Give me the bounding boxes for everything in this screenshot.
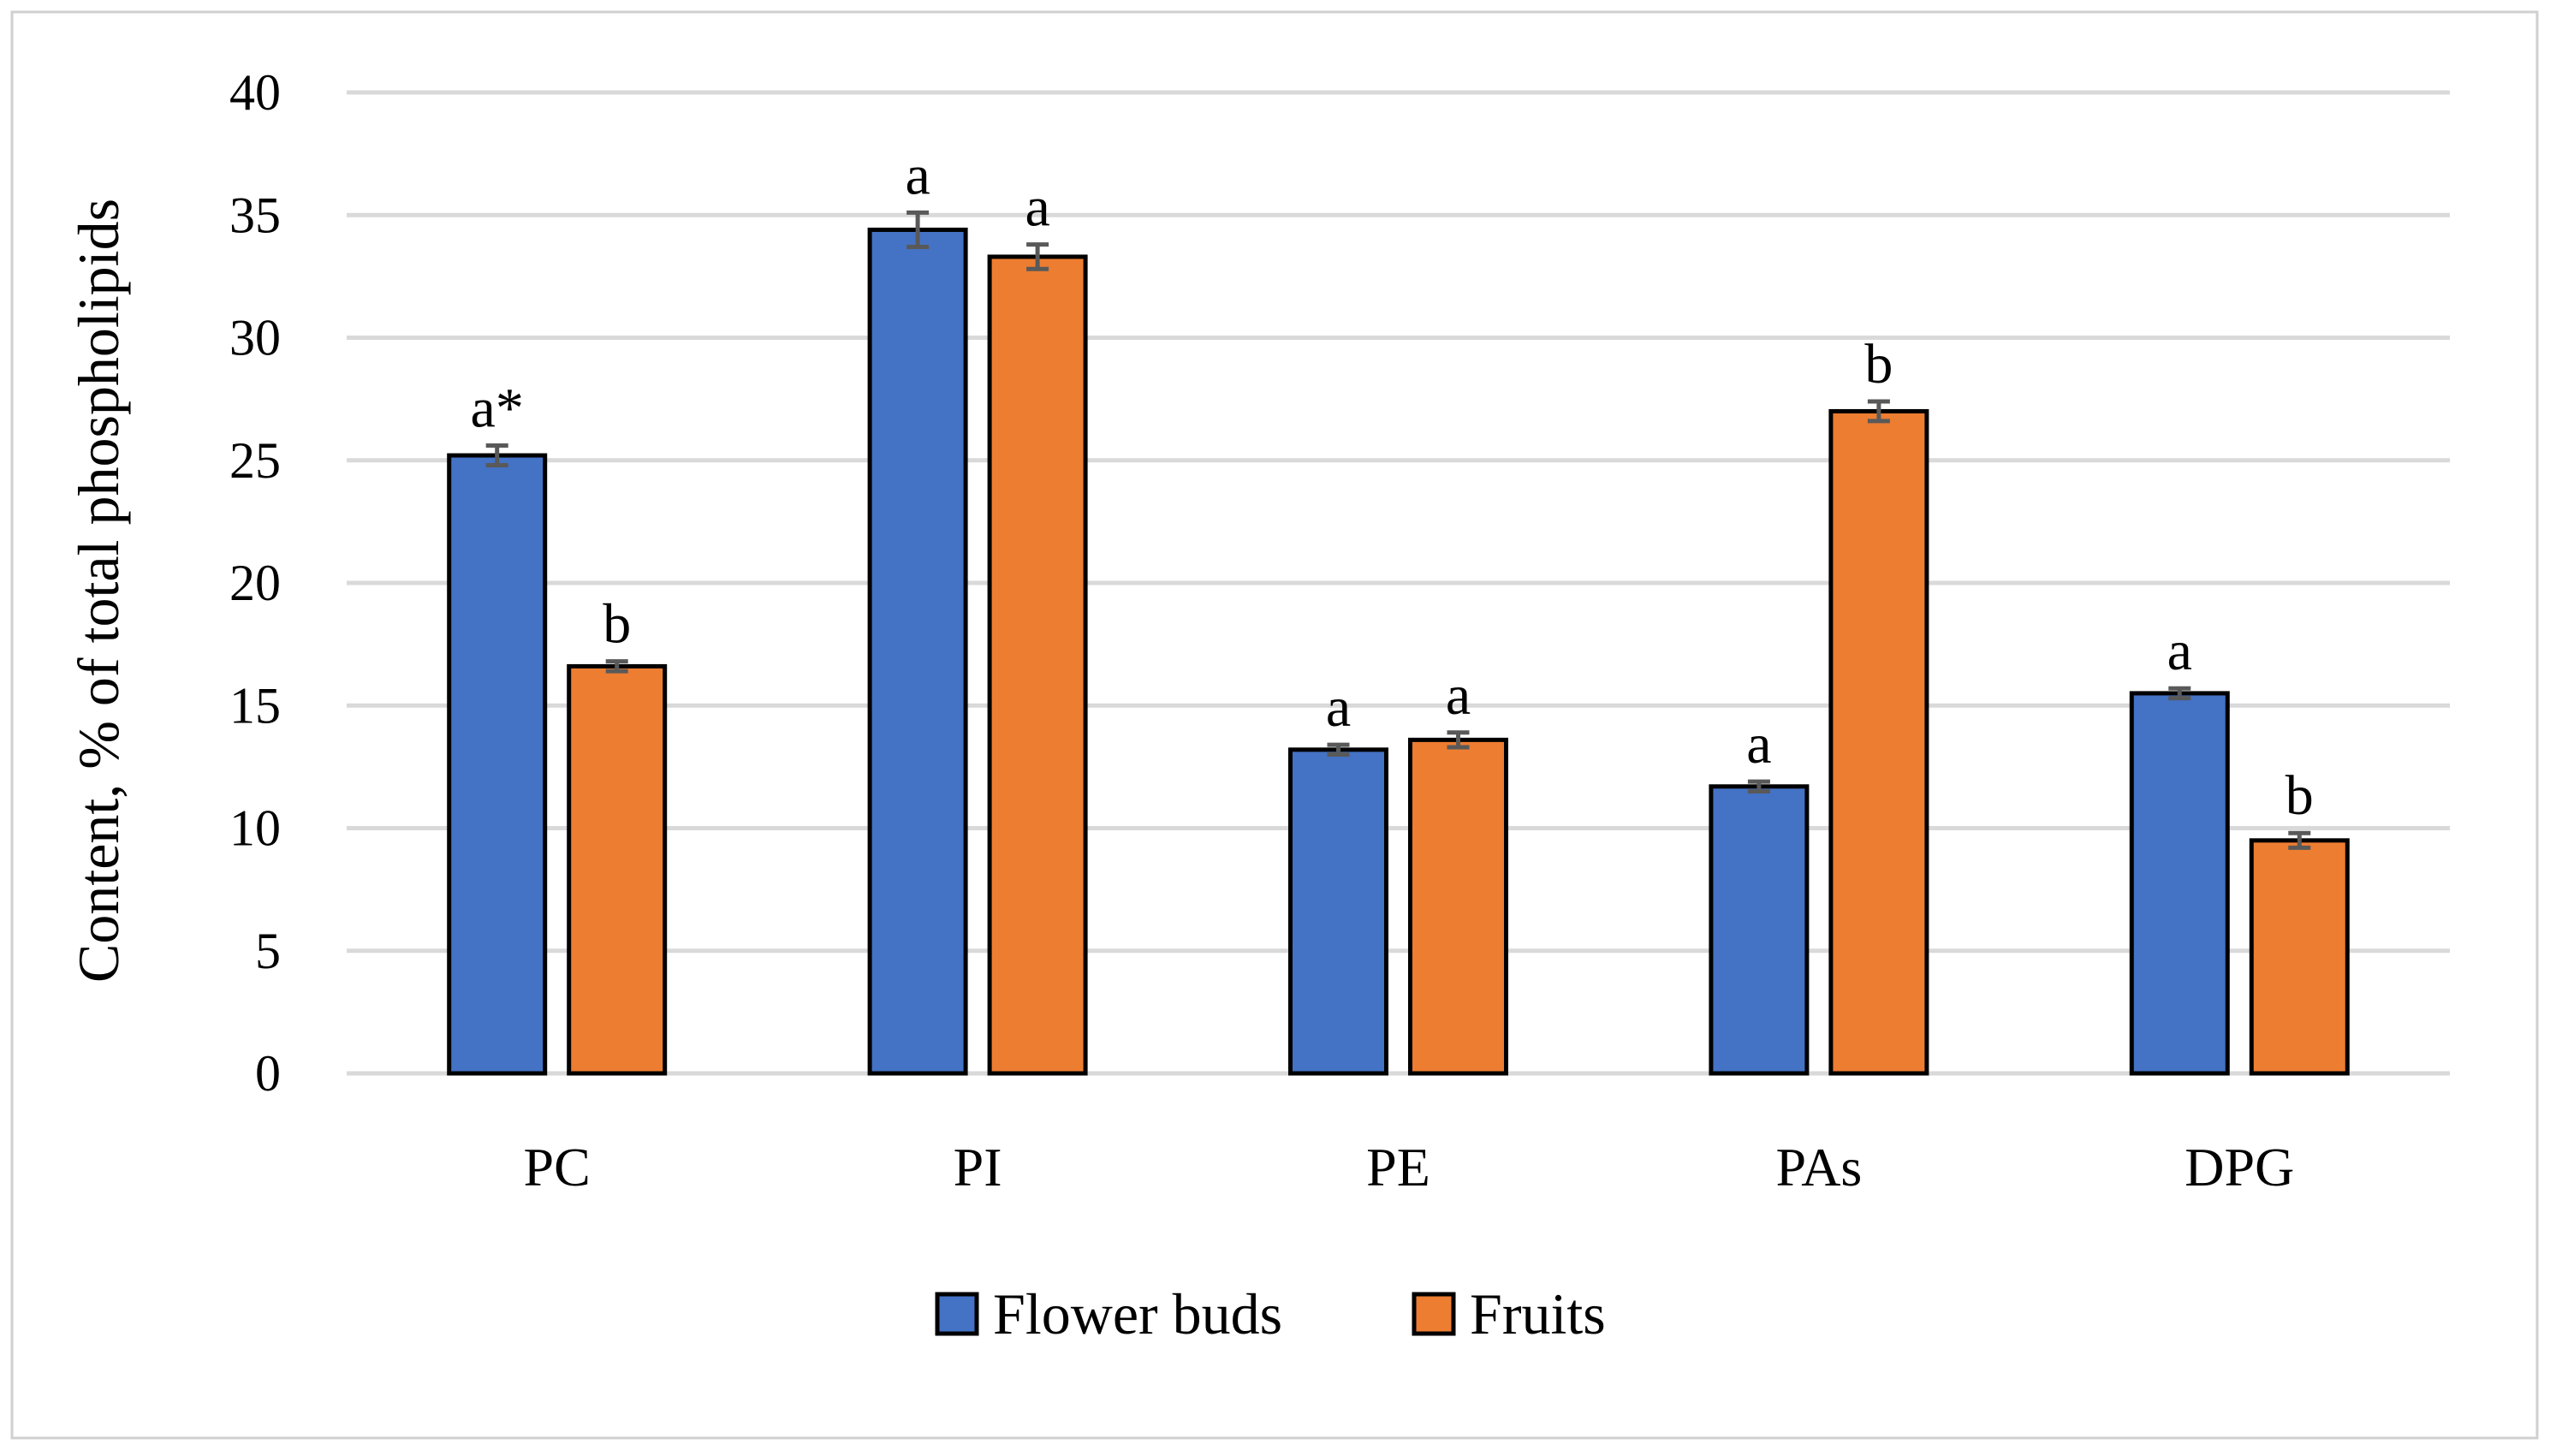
significance-label: a [1326, 676, 1351, 739]
bar [447, 453, 548, 1076]
significance-label: b [603, 593, 631, 656]
significance-label: b [1864, 333, 1893, 395]
bar [1709, 784, 1810, 1076]
significance-label: a [2167, 620, 2192, 682]
significance-label: a* [471, 377, 524, 440]
bar [567, 663, 668, 1076]
significance-label: a [905, 144, 930, 206]
x-category-label: PE [1366, 1137, 1430, 1197]
y-tick-label: 20 [229, 555, 281, 611]
y-tick-label: 0 [255, 1045, 281, 1102]
significance-label: a [1025, 176, 1049, 239]
y-tick-label: 10 [229, 800, 281, 857]
y-tick-label: 30 [229, 310, 281, 366]
y-tick-label: 35 [229, 187, 281, 243]
x-category-label: DPG [2184, 1137, 2294, 1197]
bar [1288, 747, 1388, 1076]
x-category-label: PAs [1775, 1137, 1862, 1197]
significance-label: b [2285, 764, 2314, 827]
legend-swatch [1412, 1292, 1456, 1336]
y-axis-title: Content, % of total phospholipids [66, 199, 131, 983]
x-category-label: PI [954, 1137, 1002, 1197]
legend: Flower buds Fruits [935, 1281, 1606, 1346]
y-tick-label: 25 [229, 432, 281, 489]
bar [1408, 737, 1508, 1076]
y-axis-ticks: 0 5 10 15 20 25 30 35 40 [229, 64, 281, 1102]
x-category-label: PC [524, 1137, 591, 1197]
significance-label: a [1746, 713, 1771, 776]
significance-label: a [1446, 664, 1471, 727]
bar [987, 254, 1088, 1076]
y-tick-label: 5 [255, 923, 281, 979]
bar [2249, 838, 2350, 1076]
x-axis-categories: PC PI PE PAs DPG [524, 1137, 2295, 1197]
bar [2129, 691, 2230, 1076]
chart-frame [10, 10, 2539, 1440]
y-tick-label: 15 [229, 677, 281, 734]
bar [1828, 408, 1929, 1076]
legend-swatch [935, 1292, 979, 1336]
legend-label: Fruits [1470, 1281, 1606, 1346]
legend-label: Flower buds [993, 1281, 1282, 1346]
gridlines [347, 90, 2450, 1076]
bar [867, 227, 968, 1076]
y-tick-label: 40 [229, 64, 281, 121]
bars: a* b a a a a a b a b [447, 144, 2350, 1076]
